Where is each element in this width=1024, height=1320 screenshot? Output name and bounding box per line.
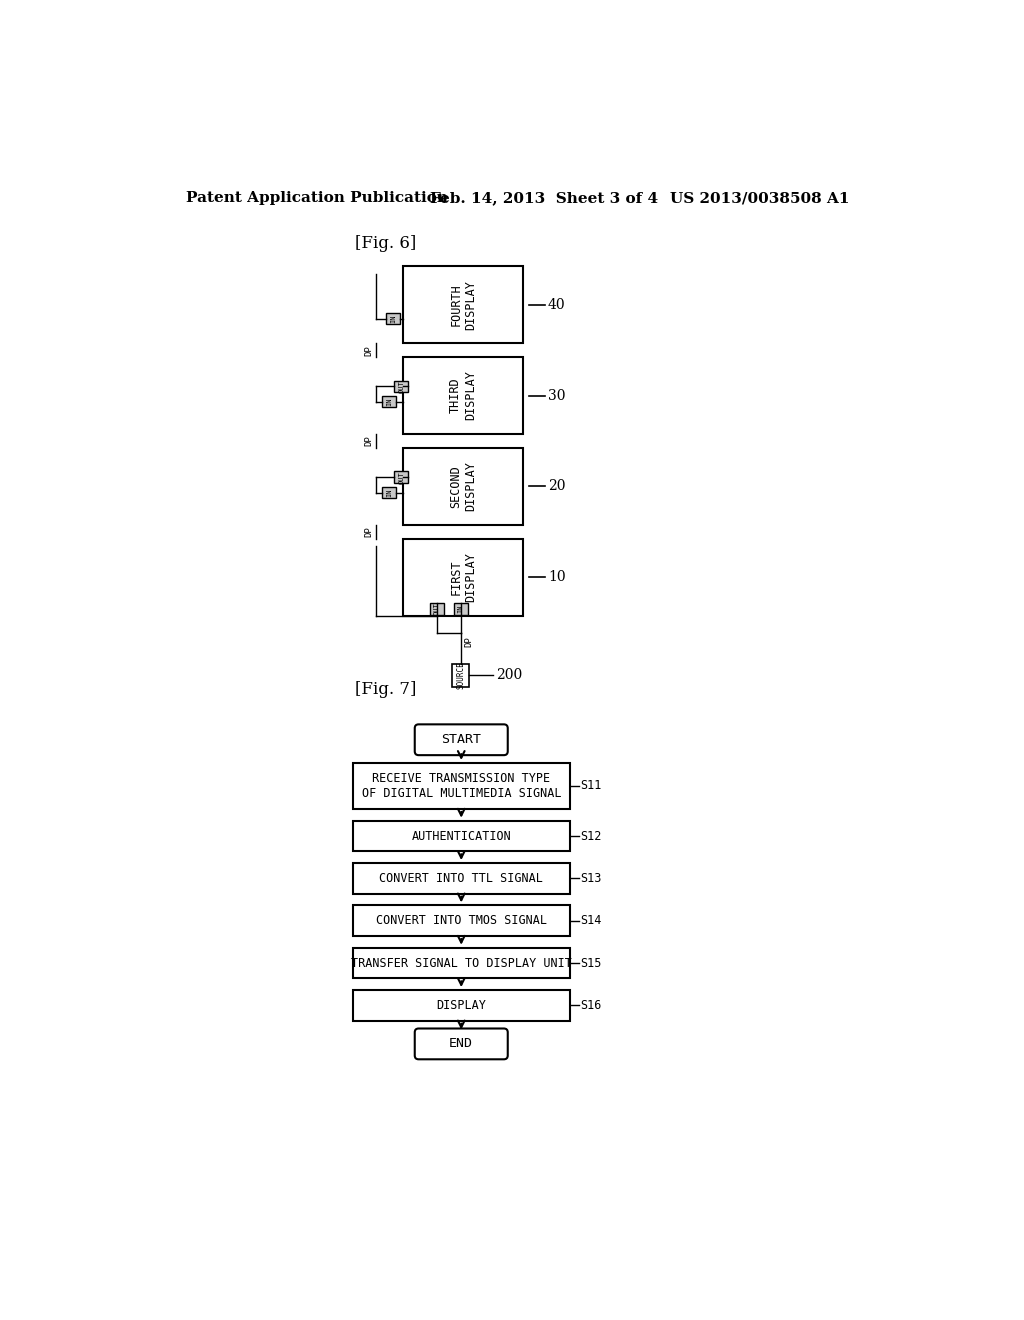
Text: S13: S13 [581,871,602,884]
Bar [352,948,569,978]
Text: OUT: OUT [398,471,404,483]
Bar [454,603,468,615]
Text: OUT: OUT [398,380,404,392]
Text: THIRD
DISPLAY: THIRD DISPLAY [450,371,477,421]
Bar [403,267,523,343]
Text: [Fig. 6]: [Fig. 6] [355,235,417,252]
Bar [403,358,523,434]
Text: IN: IN [458,605,464,612]
Text: START: START [441,733,481,746]
Text: DP: DP [464,636,473,647]
Text: 40: 40 [548,298,565,312]
Text: Patent Application Publication: Patent Application Publication [186,191,449,206]
Bar [352,906,569,936]
Text: DISPLAY: DISPLAY [436,999,486,1012]
Text: S14: S14 [581,915,602,927]
Bar [403,539,523,615]
Bar [453,664,469,686]
Text: AUTHENTICATION: AUTHENTICATION [412,829,511,842]
Text: DP: DP [365,345,374,355]
Text: 10: 10 [548,570,565,585]
Text: CONVERT INTO TTL SIGNAL: CONVERT INTO TTL SIGNAL [379,871,543,884]
Text: TRANSFER SIGNAL TO DISPLAY UNIT: TRANSFER SIGNAL TO DISPLAY UNIT [351,957,571,970]
Bar [403,447,523,525]
Text: S11: S11 [581,779,602,792]
Text: S15: S15 [581,957,602,970]
Text: SOURCE: SOURCE [457,661,465,689]
Text: US 2013/0038508 A1: US 2013/0038508 A1 [671,191,850,206]
Bar [430,603,443,615]
Text: S16: S16 [581,999,602,1012]
Text: 200: 200 [496,668,522,682]
Text: RECEIVE TRANSMISSION TYPE
OF DIGITAL MULTIMEDIA SIGNAL: RECEIVE TRANSMISSION TYPE OF DIGITAL MUL… [361,772,561,800]
Text: 30: 30 [548,388,565,403]
Text: SECOND
DISPLAY: SECOND DISPLAY [450,462,477,511]
FancyBboxPatch shape [415,725,508,755]
Text: Feb. 14, 2013  Sheet 3 of 4: Feb. 14, 2013 Sheet 3 of 4 [430,191,658,206]
Bar [352,763,569,809]
Bar [352,863,569,894]
Text: 20: 20 [548,479,565,494]
Text: IN: IN [386,488,392,496]
FancyBboxPatch shape [415,1028,508,1059]
Bar [382,396,396,408]
Text: IN: IN [386,397,392,407]
Text: [Fig. 7]: [Fig. 7] [355,681,417,698]
Bar [386,313,400,325]
Text: IN: IN [390,314,396,323]
Text: FOURTH
DISPLAY: FOURTH DISPLAY [450,280,477,330]
Text: OUT: OUT [434,602,439,615]
Bar [394,380,409,392]
Bar [394,471,409,483]
Bar [382,487,396,499]
Bar [352,821,569,851]
Text: END: END [450,1038,473,1051]
Text: FIRST
DISPLAY: FIRST DISPLAY [450,552,477,602]
Bar [352,990,569,1020]
Text: DP: DP [365,436,374,446]
Text: DP: DP [365,527,374,537]
Text: S12: S12 [581,829,602,842]
Text: CONVERT INTO TMOS SIGNAL: CONVERT INTO TMOS SIGNAL [376,915,547,927]
